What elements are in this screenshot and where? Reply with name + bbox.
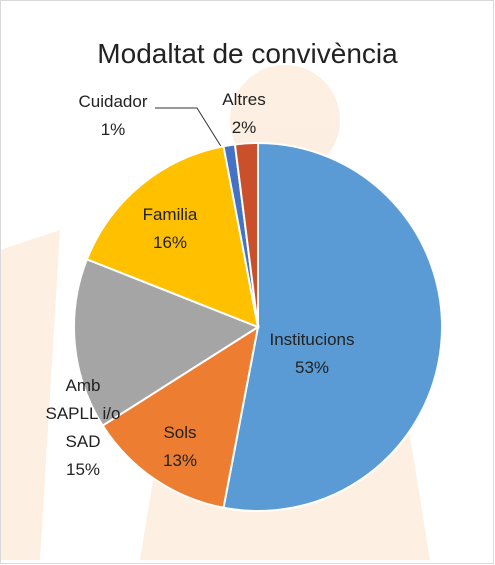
pie-slice [73, 257, 261, 427]
value-label: 53% [294, 358, 330, 377]
category-label: Familia [142, 205, 198, 224]
slice-label: Amb SAPLL i/o SAD 15% [37, 372, 129, 484]
pie-slice [222, 141, 443, 512]
category-label: Amb SAPLL i/o SAD [45, 376, 121, 451]
pie-slice [101, 324, 260, 509]
value-label: 13% [162, 451, 198, 470]
slice-label: Familia 16% [125, 201, 215, 257]
pie-slice [85, 145, 260, 329]
value-label: 2% [231, 118, 257, 137]
leader-line [155, 107, 223, 149]
value-label: 15% [65, 460, 101, 479]
category-label: Sols [163, 423, 197, 442]
category-label: Altres [222, 90, 266, 109]
slice-label: Altres 2% [209, 86, 279, 142]
slice-label: Sols 13% [140, 419, 220, 475]
slice-label: Cuidador 1% [68, 88, 158, 144]
value-label: 16% [152, 233, 188, 252]
chart-title: Modaltat de convivència [97, 38, 398, 69]
slice-label: Institucions 53% [266, 326, 358, 382]
category-label: Institucions [269, 330, 355, 349]
value-label: 1% [100, 120, 126, 139]
category-label: Cuidador [78, 92, 148, 111]
pie-slice [233, 141, 259, 328]
